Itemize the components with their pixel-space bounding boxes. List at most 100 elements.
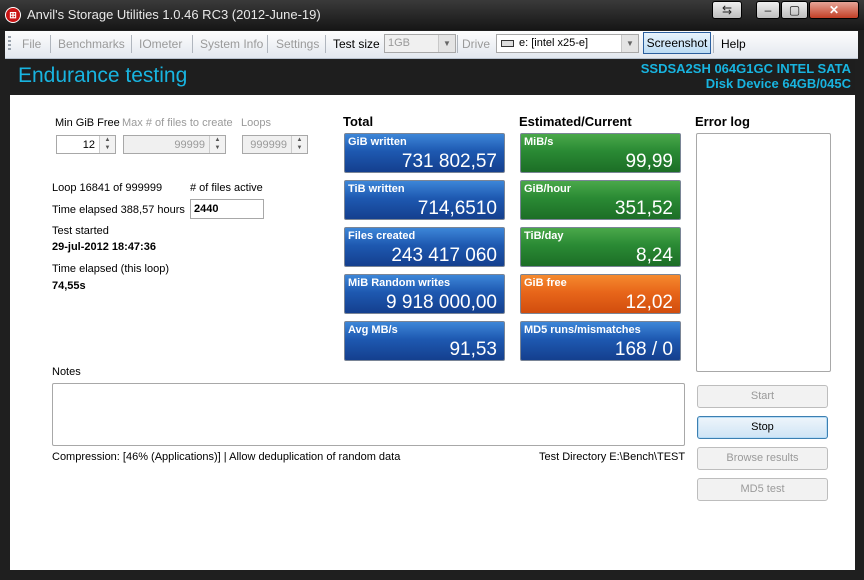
total-heading: Total: [343, 114, 374, 129]
max-files-value: 99999: [174, 139, 205, 151]
tile-title: Avg MB/s: [348, 324, 398, 336]
maximize-button[interactable]: ▢: [781, 1, 808, 19]
title-bar[interactable]: ⊞ Anvil's Storage Utilities 1.0.46 RC3 (…: [0, 0, 864, 30]
drive-model-line1: SSDSA2SH 064G1GC INTEL SATA: [640, 61, 851, 76]
toolbar-separator: [192, 35, 193, 53]
tile-value: 8,24: [636, 245, 673, 266]
menu-iometer[interactable]: IOmeter: [139, 37, 183, 51]
tile-files-created: Files created 243 417 060: [344, 227, 505, 267]
chevron-down-icon[interactable]: ▼: [438, 35, 455, 52]
tile-title: GiB written: [348, 136, 407, 148]
drive-icon: [501, 40, 514, 47]
menu-settings[interactable]: Settings: [276, 37, 320, 51]
test-size-value: 1GB: [388, 37, 411, 49]
page-header: Endurance testing SSDSA2SH 064G1GC INTEL…: [10, 60, 855, 92]
tile-value: 99,99: [625, 151, 673, 172]
minimize-button[interactable]: –: [756, 1, 780, 19]
loops-label: Loops: [241, 117, 271, 129]
up-down-arrows-icon[interactable]: ▲ ▼: [291, 136, 307, 153]
drive-model-line2: Disk Device 64GB/045C: [705, 76, 851, 91]
menu-help[interactable]: Help: [721, 37, 746, 51]
compression-status: Compression: [46% (Applications)] | Allo…: [52, 451, 401, 463]
test-started-value: 29-jul-2012 18:47:36: [52, 241, 156, 253]
toolbar-separator: [457, 35, 458, 53]
toolbar-separator: [325, 35, 326, 53]
drive-select[interactable]: e: [intel x25-e] ▼: [496, 34, 639, 53]
tile-title: GiB free: [524, 277, 567, 289]
max-files-stepper[interactable]: 99999 ▲ ▼: [123, 135, 226, 154]
error-log-heading: Error log: [695, 114, 750, 129]
test-started-label: Test started: [52, 225, 109, 237]
test-size-label: Test size: [333, 37, 380, 51]
tile-tib-day: TiB/day 8,24: [520, 227, 681, 267]
app-logo-icon: ⊞: [5, 7, 21, 23]
tile-value: 9 918 000,00: [386, 292, 497, 313]
time-elapsed-loop-value: 74,55s: [52, 280, 86, 292]
notes-label: Notes: [52, 366, 81, 378]
tile-value: 12,02: [625, 292, 673, 313]
tile-value: 731 802,57: [401, 151, 497, 172]
tile-title: TiB/day: [524, 230, 564, 242]
tile-value: 243 417 060: [391, 245, 497, 266]
menu-file[interactable]: File: [22, 37, 42, 51]
window-title: Anvil's Storage Utilities 1.0.46 RC3 (20…: [27, 7, 321, 22]
drive-model: SSDSA2SH 064G1GC INTEL SATA Disk Device …: [641, 61, 851, 91]
menu-system-info[interactable]: System Info: [200, 37, 264, 51]
tile-mibs: MiB/s 99,99: [520, 133, 681, 173]
tile-gib-written: GiB written 731 802,57: [344, 133, 505, 173]
notes-textarea[interactable]: [52, 383, 685, 446]
screenshot-button[interactable]: Screenshot: [643, 32, 711, 54]
tile-value: 351,52: [614, 198, 673, 219]
tile-value: 714,6510: [417, 198, 497, 219]
time-elapsed-loop-label: Time elapsed (this loop): [52, 263, 169, 275]
tile-title: MiB Random writes: [348, 277, 451, 289]
loops-value: 999999: [250, 139, 287, 151]
min-gib-free-label: Min GiB Free: [55, 117, 120, 129]
min-gib-free-stepper[interactable]: 12 ▲ ▼: [56, 135, 116, 154]
toolbar-separator: [131, 35, 132, 53]
toolbar-separator: [50, 35, 51, 53]
tile-value: 168 / 0: [614, 339, 673, 360]
tile-tib-written: TiB written 714,6510: [344, 180, 505, 220]
error-log-list[interactable]: [696, 133, 831, 372]
main-content: Min GiB Free 12 ▲ ▼ Max # of files to cre…: [10, 95, 855, 570]
toolbar-separator: [713, 35, 714, 53]
loops-stepper[interactable]: 999999 ▲ ▼: [242, 135, 308, 154]
test-size-select[interactable]: 1GB ▼: [384, 34, 456, 53]
time-elapsed: Time elapsed 388,57 hours: [52, 204, 185, 216]
page-title: Endurance testing: [18, 64, 188, 87]
estimated-heading: Estimated/Current: [519, 114, 632, 129]
tile-mib-random-writes: MiB Random writes 9 918 000,00: [344, 274, 505, 314]
min-gib-free-value: 12: [82, 139, 95, 151]
tile-value: 91,53: [449, 339, 497, 360]
browse-results-button[interactable]: Browse results: [697, 447, 828, 470]
up-down-arrows-icon[interactable]: ▲ ▼: [99, 136, 115, 153]
tile-title: GiB/hour: [524, 183, 572, 195]
tile-title: MiB/s: [524, 136, 554, 148]
tile-gib-free: GiB free 12,02: [520, 274, 681, 314]
start-button[interactable]: Start: [697, 385, 828, 408]
toolbar: File Benchmarks IOmeter System Info Sett…: [5, 31, 858, 59]
tile-title: Files created: [348, 230, 416, 242]
files-active-label: # of files active: [190, 182, 263, 194]
toolbar-separator: [267, 35, 268, 53]
menu-benchmarks[interactable]: Benchmarks: [58, 37, 125, 51]
toolbar-grip[interactable]: [8, 36, 11, 52]
back-arrow-icon[interactable]: ⇆: [712, 1, 742, 19]
md5-test-button[interactable]: MD5 test: [697, 478, 828, 501]
test-directory: Test Directory E:\Bench\TEST: [539, 451, 686, 463]
max-files-label: Max # of files to create: [122, 117, 233, 129]
chevron-down-icon[interactable]: ▼: [621, 35, 638, 52]
tile-avg-mbs: Avg MB/s 91,53: [344, 321, 505, 361]
tile-title: TiB written: [348, 183, 405, 195]
drive-value: e: [intel x25-e]: [519, 37, 589, 49]
close-button[interactable]: ✕: [809, 1, 859, 19]
tile-gib-hour: GiB/hour 351,52: [520, 180, 681, 220]
stop-button[interactable]: Stop: [697, 416, 828, 439]
loop-counter: Loop 16841 of 999999: [52, 182, 163, 194]
up-down-arrows-icon[interactable]: ▲ ▼: [209, 136, 225, 153]
tile-title: MD5 runs/mismatches: [524, 324, 641, 336]
files-active-field[interactable]: 2440: [190, 199, 264, 219]
tile-md5-runs: MD5 runs/mismatches 168 / 0: [520, 321, 681, 361]
